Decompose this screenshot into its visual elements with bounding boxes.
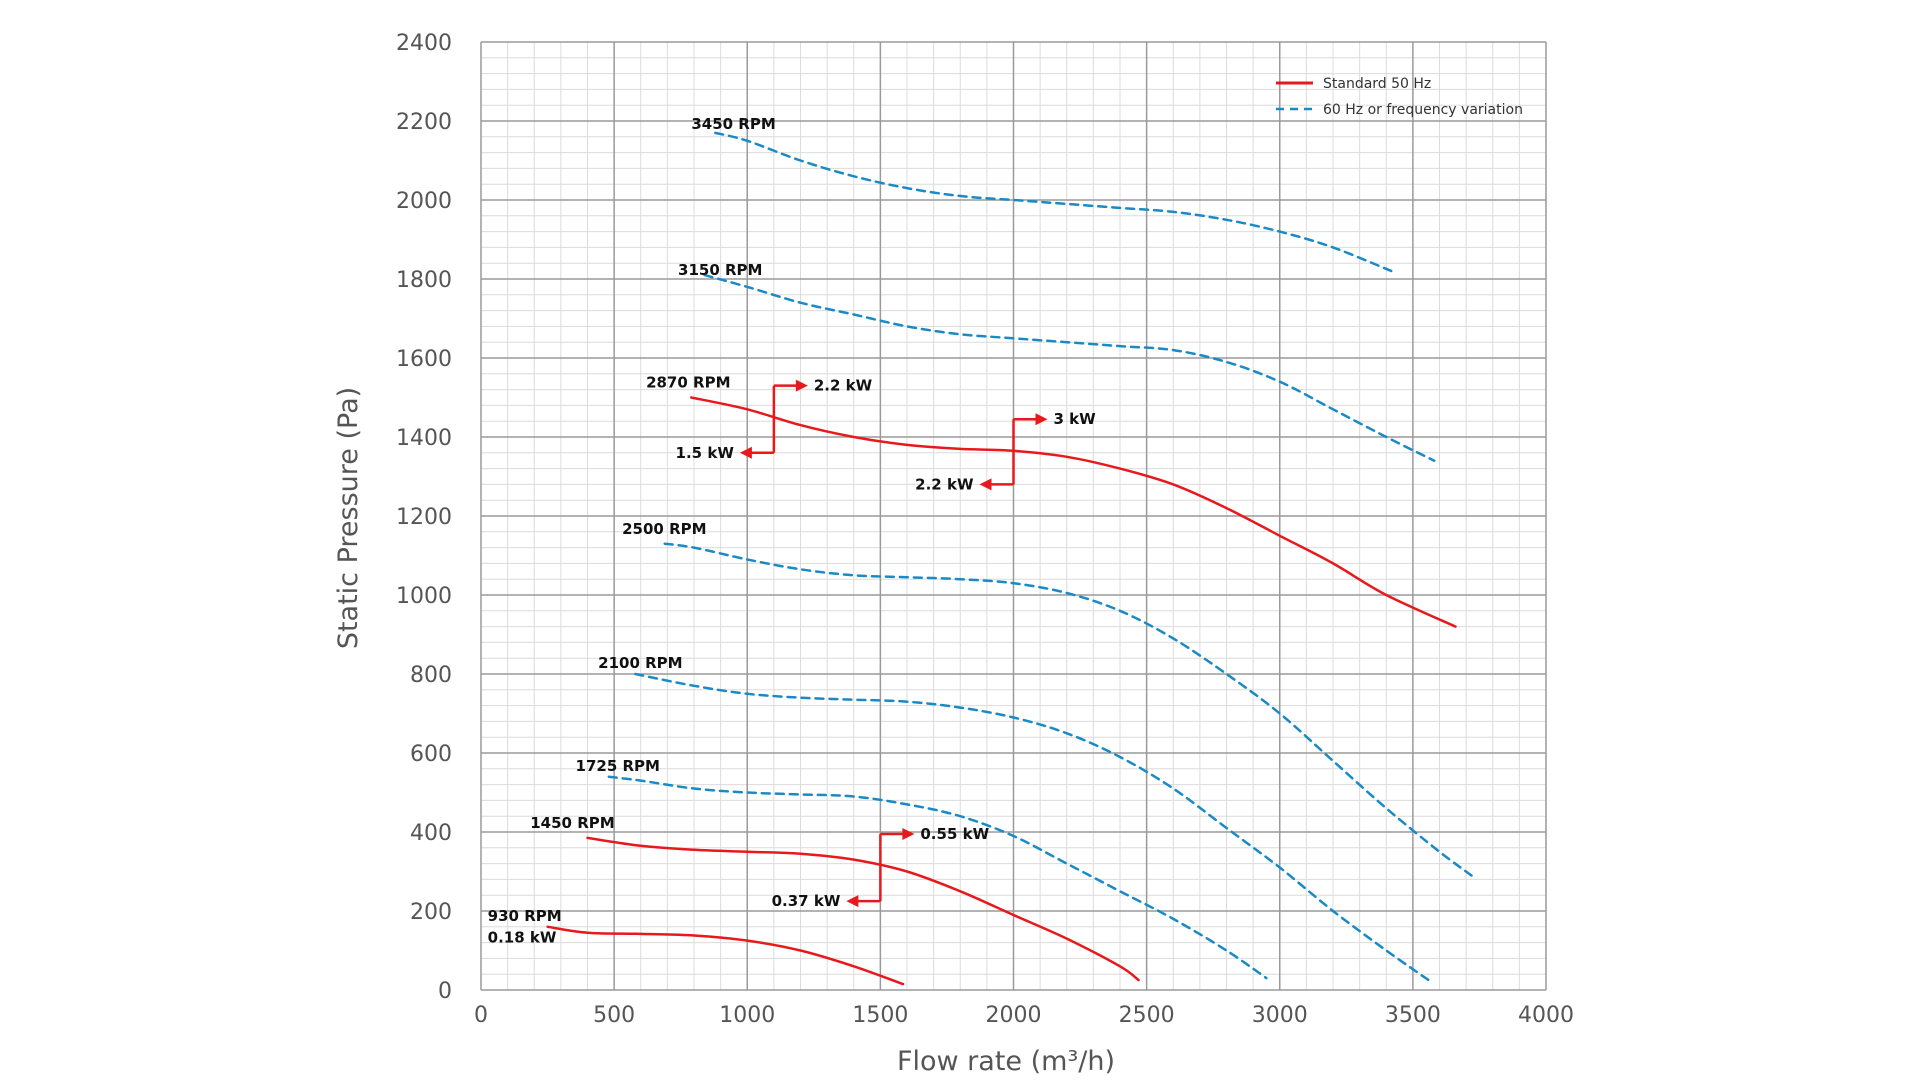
y-tick-label: 1600 (396, 347, 452, 372)
x-tick-label: 1500 (852, 1003, 908, 1028)
curve-label-1725-rpm: 1725 RPM (576, 757, 660, 775)
curve-label-2500-rpm: 2500 RPM (622, 520, 706, 538)
power-label-low: 0.37 kW (772, 892, 841, 910)
power-marker-down-arrowhead (846, 895, 859, 908)
power-marker-up-arrowhead (1035, 413, 1048, 426)
major-grid (480, 41, 1547, 991)
series-line-930-rpm (546, 925, 905, 986)
curve-label-3150-rpm: 3150 RPM (678, 261, 762, 279)
legend-label-variation: 60 Hz or frequency variation (1323, 102, 1523, 118)
y-tick-label: 0 (438, 979, 452, 1004)
curve-label-1450-rpm: 1450 RPM (530, 814, 614, 832)
power-marker-up-arrowhead (795, 379, 808, 392)
power-label-high: 0.55 kW (920, 825, 989, 843)
y-tick-label: 2000 (396, 189, 452, 214)
x-tick-label: 2500 (1119, 1003, 1175, 1028)
power-label-low: 1.5 kW (676, 444, 735, 462)
y-tick-label: 800 (410, 663, 452, 688)
curve-label-2870-rpm: 2870 RPM (646, 374, 730, 392)
series-line-2500-rpm (663, 542, 1473, 877)
power-label-high: 2.2 kW (814, 377, 873, 395)
x-tick-label: 3500 (1385, 1003, 1441, 1028)
power-label-high: 3 kW (1054, 410, 1097, 428)
power-marker-up-arrowhead (902, 827, 915, 840)
y-tick-label: 1800 (396, 268, 452, 293)
y-tick-label: 2400 (396, 31, 452, 56)
curve-label-3450-rpm: 3450 RPM (691, 115, 775, 133)
series-group (546, 131, 1473, 986)
y-tick-label: 1000 (396, 584, 452, 609)
axis-ticks: 0 500 1000 1500 2000 2500 3000 3500 4000 0 200 400 6… (396, 31, 1574, 1028)
y-axis-title: Static Pressure (Pa) (333, 387, 364, 649)
y-tick-label: 600 (410, 742, 452, 767)
y-tick-label: 1200 (396, 505, 452, 530)
series-line-2100-rpm (634, 672, 1433, 984)
power-label-low: 2.2 kW (915, 475, 974, 493)
curve-label-0-18-kw: 0.18 kW (488, 929, 557, 947)
x-tick-label: 2000 (986, 1003, 1042, 1028)
curve-labels: 3450 RPM 3150 RPM 2870 RPM 2500 RPM 2100 RPM… (488, 115, 776, 947)
y-tick-label: 2200 (396, 110, 452, 135)
y-tick-label: 200 (410, 900, 452, 925)
power-marker-down-arrowhead (739, 446, 752, 459)
legend: Standard 50 Hz 60 Hz or frequency variat… (1276, 76, 1523, 118)
series-line-3150-rpm (703, 273, 1436, 462)
series-line-1725-rpm (607, 775, 1268, 980)
legend-label-standard: Standard 50 Hz (1323, 76, 1431, 92)
x-tick-label: 3000 (1252, 1003, 1308, 1028)
x-axis-title: Flow rate (m³/h) (897, 1046, 1115, 1077)
curve-label-2100-rpm: 2100 RPM (598, 654, 682, 672)
x-tick-label: 0 (474, 1003, 488, 1028)
x-tick-label: 1000 (719, 1003, 775, 1028)
curve-label-930-rpm: 930 RPM (488, 907, 562, 925)
power-marker-down-arrowhead (979, 478, 992, 491)
y-tick-label: 400 (410, 821, 452, 846)
x-tick-label: 4000 (1518, 1003, 1574, 1028)
power-markers: 2.2 kW 1.5 kW 3 kW 2.2 kW 0.55 kW 0.37 kW (676, 377, 1097, 910)
x-tick-label: 500 (593, 1003, 635, 1028)
series-line-2870-rpm (690, 396, 1457, 628)
series-line-3450-rpm (714, 131, 1393, 273)
y-tick-label: 1400 (396, 426, 452, 451)
